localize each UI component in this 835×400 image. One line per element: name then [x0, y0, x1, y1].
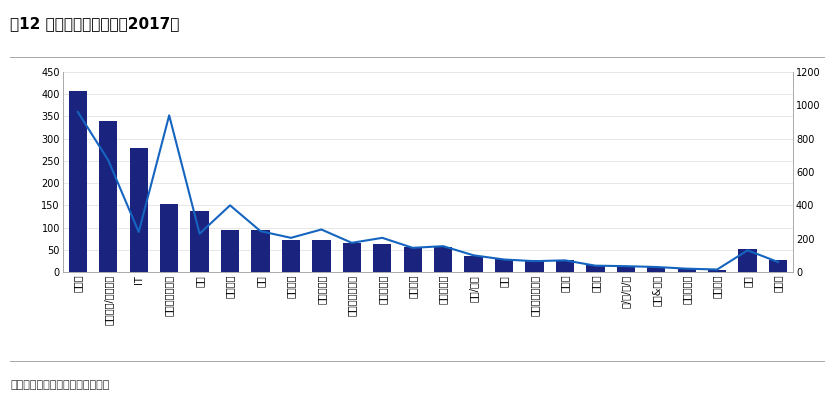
Bar: [221, 230, 239, 272]
Bar: [251, 230, 270, 272]
Bar: [160, 204, 179, 272]
Text: 资料来源：清科，海通证券研究所: 资料来源：清科，海通证券研究所: [10, 380, 109, 390]
Bar: [99, 121, 118, 272]
Bar: [556, 260, 574, 272]
Bar: [708, 270, 726, 272]
Bar: [647, 267, 665, 272]
Bar: [677, 268, 696, 272]
Bar: [464, 256, 483, 272]
Bar: [495, 259, 514, 272]
Bar: [312, 240, 331, 272]
Bar: [403, 247, 422, 272]
Bar: [525, 260, 544, 272]
Bar: [434, 247, 453, 272]
Bar: [282, 240, 300, 272]
Bar: [129, 148, 148, 272]
Bar: [342, 243, 361, 272]
Bar: [190, 211, 209, 272]
Bar: [738, 249, 757, 272]
Text: 图12 创投投向行业分布（2017）: 图12 创投投向行业分布（2017）: [10, 16, 180, 31]
Bar: [769, 260, 787, 272]
Bar: [617, 267, 635, 272]
Bar: [373, 244, 392, 272]
Bar: [586, 265, 605, 272]
Bar: [68, 91, 87, 272]
